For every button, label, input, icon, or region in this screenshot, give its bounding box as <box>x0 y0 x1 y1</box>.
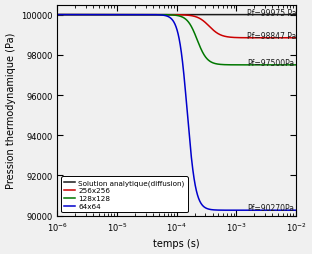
128x128 <box>294 64 298 67</box>
64x64 <box>290 209 293 212</box>
64x64 <box>158 14 161 17</box>
128x128 <box>56 14 59 17</box>
Solution analytique(diffusion) <box>264 14 267 17</box>
Line: 64x64: 64x64 <box>57 15 296 210</box>
256x256 <box>290 37 293 40</box>
256x256 <box>97 14 101 17</box>
256x256 <box>56 14 59 17</box>
Text: Pf=99975 Pa: Pf=99975 Pa <box>247 9 296 18</box>
Line: 128x128: 128x128 <box>57 15 296 66</box>
128x128 <box>97 14 101 17</box>
Y-axis label: Pression thermodynamique (Pa): Pression thermodynamique (Pa) <box>6 33 16 188</box>
64x64 <box>147 14 151 17</box>
128x128 <box>83 14 86 17</box>
Line: 256x256: 256x256 <box>57 15 296 39</box>
256x256 <box>158 14 161 17</box>
64x64 <box>294 209 298 212</box>
Text: Pf=98847 Pa: Pf=98847 Pa <box>247 31 296 40</box>
64x64 <box>56 14 59 17</box>
Text: Pf=97500Pa: Pf=97500Pa <box>247 58 294 67</box>
Solution analytique(diffusion) <box>83 14 86 17</box>
256x256 <box>83 14 86 17</box>
256x256 <box>264 37 267 40</box>
Solution analytique(diffusion) <box>294 14 298 17</box>
64x64 <box>264 209 267 212</box>
Solution analytique(diffusion) <box>158 14 161 17</box>
128x128 <box>290 64 293 67</box>
128x128 <box>158 14 161 17</box>
256x256 <box>147 14 151 17</box>
Solution analytique(diffusion) <box>290 14 293 17</box>
Text: Pf=90270Pa: Pf=90270Pa <box>247 203 294 212</box>
64x64 <box>97 14 101 17</box>
128x128 <box>264 64 267 67</box>
Legend: Solution analytique(diffusion), 256x256, 128x128, 64x64: Solution analytique(diffusion), 256x256,… <box>61 177 188 212</box>
X-axis label: temps (s): temps (s) <box>154 239 200 248</box>
64x64 <box>83 14 86 17</box>
128x128 <box>147 14 151 17</box>
Solution analytique(diffusion) <box>56 14 59 17</box>
Solution analytique(diffusion) <box>97 14 101 17</box>
256x256 <box>294 37 298 40</box>
Solution analytique(diffusion) <box>147 14 151 17</box>
